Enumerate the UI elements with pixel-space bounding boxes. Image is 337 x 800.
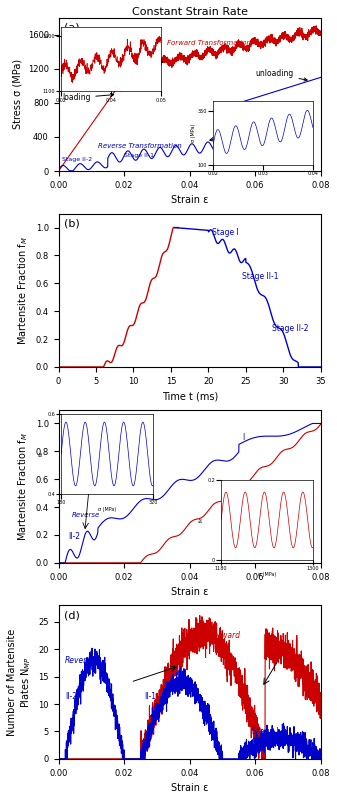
Y-axis label: Number of Martensite
Plates N$_{MP}$: Number of Martensite Plates N$_{MP}$ [7,629,33,736]
X-axis label: Strain ε: Strain ε [171,195,208,206]
Text: (a): (a) [64,22,80,32]
Text: II-1: II-1 [144,691,156,701]
Text: II-2: II-2 [65,691,77,701]
Text: Reverse: Reverse [72,512,100,518]
Text: (c): (c) [64,414,79,424]
Text: I: I [242,434,244,442]
Text: Forward: Forward [255,486,284,491]
Y-axis label: Martensite Fraction f$_M$: Martensite Fraction f$_M$ [16,432,30,541]
X-axis label: Strain ε: Strain ε [171,783,208,793]
Text: (b): (b) [64,218,80,228]
Text: Reverse: Reverse [65,656,96,665]
Title: Constant Strain Rate: Constant Strain Rate [132,7,248,17]
Text: II-2: II-2 [68,532,80,541]
Text: Stage I: Stage I [252,727,279,736]
Text: II-1: II-1 [137,470,149,478]
Y-axis label: Martensite Fraction f$_M$: Martensite Fraction f$_M$ [16,236,30,345]
Text: Reverse Transformation: Reverse Transformation [98,143,182,149]
Text: Stage II-2: Stage II-2 [62,158,92,162]
Text: Forward Transformation: Forward Transformation [167,40,251,46]
Text: Stage II-1: Stage II-1 [124,153,154,158]
X-axis label: Strain ε: Strain ε [171,587,208,597]
Text: loading: loading [62,94,114,102]
Text: Stage II-2: Stage II-2 [272,324,309,333]
Text: Forward: Forward [209,631,240,640]
Text: Stage II-1: Stage II-1 [242,272,279,281]
Y-axis label: Stress σ (MPa): Stress σ (MPa) [12,59,22,130]
Text: (d): (d) [64,610,80,620]
Text: Stage I: Stage I [212,227,239,237]
X-axis label: Time t (ms): Time t (ms) [161,391,218,402]
Text: unloading: unloading [255,70,307,81]
Text: Stage I: Stage I [222,104,247,110]
